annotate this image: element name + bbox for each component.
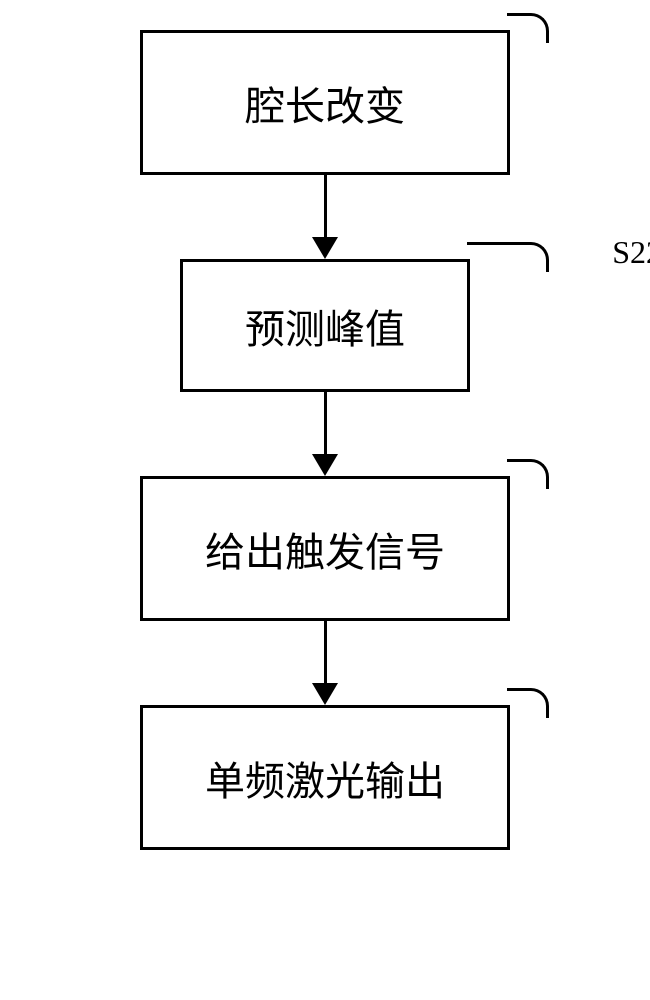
step-text: 腔长改变 [245,74,405,132]
step-text: 单频激光输出 [205,749,445,807]
label-connector [507,688,549,718]
arrow [312,621,338,705]
label-connector [507,459,549,489]
arrow-head-icon [312,237,338,259]
arrow-line [324,392,327,454]
arrow [312,392,338,476]
arrow-head-icon [312,683,338,705]
flowchart-container: 腔长改变 S21 预测峰值 S22 给出触发信号 S23 单频激光输出 S24 [140,30,510,850]
step-box-s23: 给出触发信号 S23 [140,476,510,621]
arrow-line [324,621,327,683]
arrow [312,175,338,259]
arrow-line [324,175,327,237]
arrow-head-icon [312,454,338,476]
label-connector [467,242,549,272]
step-box-s22: 预测峰值 S22 [180,259,470,392]
step-box-s21: 腔长改变 S21 [140,30,510,175]
label-connector [507,13,549,43]
step-label: S22 [612,234,650,271]
step-box-s24: 单频激光输出 S24 [140,705,510,850]
step-text: 预测峰值 [245,297,405,355]
step-text: 给出触发信号 [205,520,445,578]
